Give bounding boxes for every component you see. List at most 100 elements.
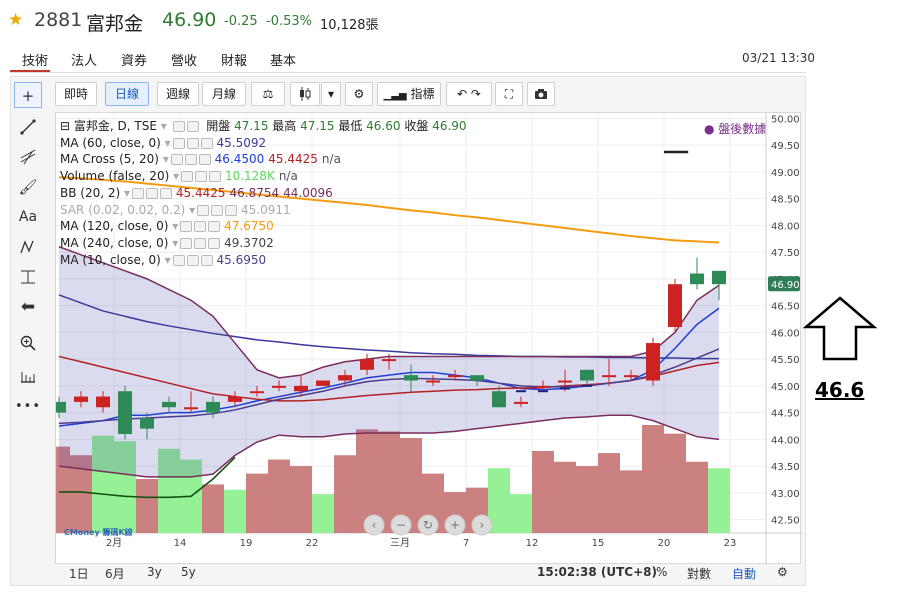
- visibility-icon[interactable]: [172, 254, 185, 266]
- settings-icon[interactable]: [146, 187, 159, 199]
- interval-daily[interactable]: 日線: [105, 82, 149, 106]
- dropdown-icon[interactable]: ▾: [321, 82, 341, 106]
- after-hours-link[interactable]: ● 盤後數據: [704, 122, 767, 136]
- candle-body: [96, 396, 110, 408]
- y-tick-label: 47.50: [771, 248, 800, 259]
- settings-icon[interactable]: [211, 204, 224, 216]
- settings-icon[interactable]: [194, 221, 207, 233]
- range-5y[interactable]: 5y: [181, 565, 196, 579]
- pattern-icon[interactable]: [14, 234, 42, 260]
- zoom-out-icon[interactable]: [390, 514, 412, 536]
- settings-icon[interactable]: [184, 154, 197, 166]
- text-icon[interactable]: Aa: [18, 209, 38, 225]
- settings-icon[interactable]: [195, 171, 208, 183]
- tab-fundamentals[interactable]: 基本: [270, 54, 297, 69]
- legend-row: MA (60, close, 0) ▾ 45.5092: [60, 135, 467, 152]
- remove-icon[interactable]: [208, 237, 221, 249]
- redo-icon[interactable]: ↷: [470, 87, 481, 101]
- gear-icon[interactable]: ⚙: [777, 565, 788, 579]
- candlestick-icon[interactable]: [290, 82, 320, 106]
- zoom-out-icon[interactable]: −: [396, 518, 406, 532]
- visibility-icon[interactable]: [180, 237, 193, 249]
- remove-icon[interactable]: [209, 171, 222, 183]
- trendline-icon[interactable]: [14, 114, 42, 140]
- remove-icon[interactable]: [200, 137, 213, 149]
- remove-icon[interactable]: [200, 254, 213, 266]
- zoom-in-icon[interactable]: [444, 514, 466, 536]
- camera-icon[interactable]: [527, 82, 555, 106]
- legend-row-label: MA (240, close, 0): [60, 235, 169, 250]
- interval-monthly[interactable]: 月線: [202, 82, 246, 106]
- ruler-icon[interactable]: [14, 362, 42, 388]
- candle-body: [162, 401, 176, 408]
- legend-menu-icon[interactable]: ▾: [160, 119, 167, 133]
- visibility-icon[interactable]: [170, 154, 183, 166]
- measure-icon[interactable]: [14, 264, 42, 290]
- visibility-icon[interactable]: [172, 121, 185, 132]
- legend-menu-icon[interactable]: ▾: [172, 235, 179, 250]
- tab-institutional[interactable]: 法人: [71, 54, 98, 69]
- settings-icon[interactable]: [186, 137, 199, 149]
- visibility-icon[interactable]: [180, 221, 193, 233]
- remove-icon[interactable]: [225, 204, 238, 216]
- fib-icon[interactable]: [14, 144, 42, 170]
- reset-icon[interactable]: ↻: [423, 518, 433, 532]
- fullscreen-icon[interactable]: ⛶: [495, 82, 523, 106]
- legend-menu-icon[interactable]: ▾: [162, 152, 169, 167]
- legend-menu-icon[interactable]: ▾: [164, 135, 171, 150]
- legend-menu-icon[interactable]: ▾: [124, 185, 131, 200]
- undo-icon[interactable]: ↶: [457, 87, 468, 101]
- indicators-button[interactable]: ▁▃▅ 指標: [377, 82, 441, 106]
- crosshair-icon[interactable]: +: [14, 82, 42, 108]
- scroll-left-icon[interactable]: [363, 514, 385, 536]
- zoom-in-icon[interactable]: +: [450, 518, 460, 532]
- scroll-right-icon[interactable]: [471, 514, 493, 536]
- tab-margin[interactable]: 資券: [121, 54, 148, 69]
- star-icon[interactable]: ★: [8, 10, 24, 30]
- candle-body: [536, 385, 550, 388]
- range-6m[interactable]: 6月: [105, 567, 125, 581]
- visibility-icon[interactable]: [132, 187, 145, 199]
- tab-technical[interactable]: 技術: [22, 54, 49, 69]
- arrow-left-icon[interactable]: ⬅: [20, 297, 36, 317]
- volume-bar: [114, 441, 136, 533]
- auto-toggle[interactable]: 自動: [732, 567, 757, 581]
- chart-clock: 15:02:38 (UTC+8): [537, 565, 657, 579]
- trade-volume: 10,128張: [320, 18, 379, 33]
- legend-menu-icon[interactable]: ▾: [173, 169, 180, 184]
- settings-icon[interactable]: [186, 254, 199, 266]
- price-change-percent: -0.53%: [266, 14, 312, 29]
- collapse-icon[interactable]: ⊟: [60, 119, 71, 133]
- scroll-right-icon[interactable]: ›: [480, 518, 485, 532]
- range-1d[interactable]: 1日: [69, 567, 89, 581]
- scroll-left-icon[interactable]: ‹: [372, 518, 377, 532]
- settings-icon[interactable]: [194, 237, 207, 249]
- settings-icon[interactable]: [186, 121, 199, 132]
- tab-revenue[interactable]: 營收: [171, 54, 198, 69]
- range-3y[interactable]: 3y: [147, 565, 162, 579]
- visibility-icon[interactable]: [172, 137, 185, 149]
- legend-menu-icon[interactable]: ▾: [172, 219, 179, 234]
- legend-menu-icon[interactable]: ▾: [164, 252, 171, 267]
- percent-toggle[interactable]: %: [656, 565, 668, 579]
- gear-icon[interactable]: ⚙: [345, 82, 373, 106]
- zoom-icon[interactable]: [14, 330, 42, 356]
- scale-icon[interactable]: ⚖: [251, 82, 285, 106]
- visibility-icon[interactable]: [197, 204, 210, 216]
- remove-icon[interactable]: [198, 154, 211, 166]
- tab-financials[interactable]: 財報: [221, 54, 248, 69]
- reset-icon[interactable]: [417, 514, 439, 536]
- candle-body: [668, 284, 682, 328]
- remove-icon[interactable]: [208, 221, 221, 233]
- more-icon[interactable]: •••: [14, 399, 41, 414]
- interval-realtime[interactable]: 即時: [55, 82, 97, 106]
- legend-row-value: n/a: [321, 152, 341, 167]
- brush-icon[interactable]: 🖌: [18, 178, 38, 196]
- chart-area[interactable]: 42.50 43.00 43.50 44.00 44.50 45.00 45.50 46.00…: [48, 112, 802, 565]
- log-toggle[interactable]: 對數: [687, 567, 712, 581]
- indicators-icon: ▁▃▅: [383, 90, 407, 101]
- legend-menu-icon[interactable]: ▾: [189, 202, 196, 217]
- interval-weekly[interactable]: 週線: [157, 82, 199, 106]
- remove-icon[interactable]: [160, 187, 173, 199]
- visibility-icon[interactable]: [181, 171, 194, 183]
